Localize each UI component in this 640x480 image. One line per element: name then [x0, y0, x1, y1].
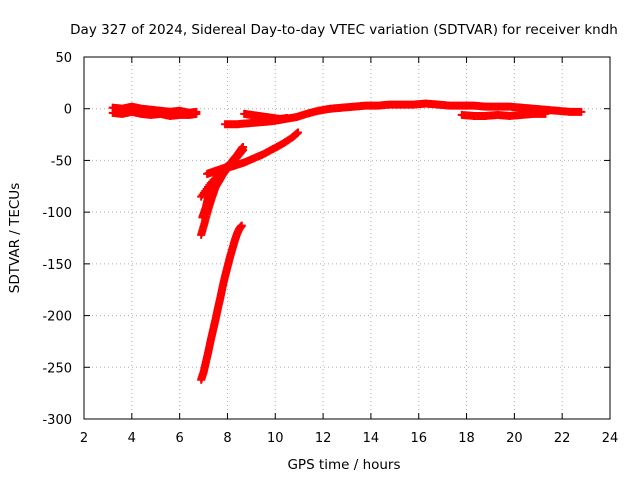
y-tick-label: -300 [42, 413, 72, 428]
x-tick-label: 12 [315, 431, 332, 446]
x-tick-label: 20 [506, 431, 523, 446]
x-axis: 2 4 6 8 10 12 14 16 18 20 22 24 [80, 57, 618, 446]
data-point-steep-drop [237, 221, 246, 230]
y-axis: 50 0 -50 -100 -150 -200 -250 -300 [42, 51, 610, 428]
y-axis-label: SDTVAR / TECUs [7, 183, 23, 293]
y-tick-label: -100 [42, 206, 72, 221]
x-tick-label: 4 [128, 431, 136, 446]
y-tick-label: 0 [64, 103, 72, 118]
y-tick-label: -200 [42, 310, 72, 325]
x-tick-label: 24 [602, 431, 619, 446]
data-point-band-9to10 [283, 114, 292, 123]
x-tick-label: 10 [267, 431, 284, 446]
data-point-band-18to21-lower [541, 109, 550, 118]
y-tick-label: -50 [51, 154, 72, 169]
x-tick-label: 16 [410, 431, 427, 446]
y-tick-label: 50 [55, 51, 72, 66]
x-tick-label: 8 [223, 431, 231, 446]
x-tick-label: 2 [80, 431, 88, 446]
y-tick-label: -150 [42, 258, 72, 273]
plot-frame [83, 56, 611, 420]
data-point-early-band-lower [192, 109, 201, 118]
data-point-track-c [238, 142, 247, 151]
x-tick-label: 22 [554, 431, 571, 446]
data-point-main-trend [577, 107, 586, 116]
y-tick-label: -250 [42, 361, 72, 376]
x-tick-label: 6 [175, 431, 183, 446]
x-axis-label: GPS time / hours [287, 457, 400, 473]
chart-title: Day 327 of 2024, Sidereal Day-to-day VTE… [70, 22, 618, 38]
x-tick-label: 18 [458, 431, 475, 446]
data-points [108, 99, 586, 384]
data-point-track-a [293, 128, 302, 137]
data-point-track-d [213, 171, 222, 180]
x-tick-label: 14 [363, 431, 380, 446]
